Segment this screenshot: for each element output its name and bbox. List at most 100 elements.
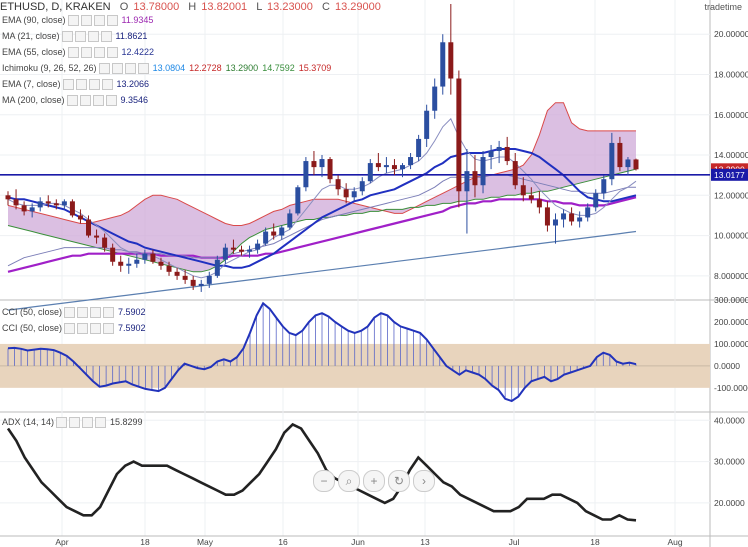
legend-value: 15.3709 [298,63,332,73]
candle-body [190,279,196,286]
candle-body [601,179,607,194]
gear-icon[interactable] [80,15,92,27]
candle-body [456,78,462,192]
add-icon[interactable] [87,31,99,43]
cci-line [7,301,637,403]
gear-icon[interactable] [111,63,123,75]
candle-body [335,179,341,190]
candle-body [319,159,325,168]
candle-body [5,195,11,200]
legend-value: 12.4222 [121,47,155,57]
legend-row[interactable]: MA (200, close) 9.3546 [2,94,148,107]
price-tick-label: 8.000000 [714,271,748,281]
legend-value: 9.3546 [120,95,149,105]
adx-legend-row[interactable]: ADX (14, 14) 15.8299 [2,416,143,429]
add-icon[interactable] [90,307,102,319]
gear-icon[interactable] [80,47,92,59]
legend-row[interactable]: MA (21, close) 11.8621 [2,30,147,43]
candle-body [166,265,172,272]
close-icon[interactable] [103,323,115,335]
eye-icon[interactable] [62,79,74,91]
candle-body [271,231,277,236]
candle-body [174,271,180,276]
legend-value: 13.0804 [152,63,186,73]
legend-row[interactable]: EMA (90, close) 11.9345 [2,14,153,27]
cci-legend-row[interactable]: CCI (50, close) 7.5902 [2,322,146,335]
close-icon[interactable] [105,95,117,107]
legend-value: 7.5902 [118,323,146,333]
gear-icon[interactable] [77,323,89,335]
candle-body [472,171,478,186]
close-icon[interactable] [137,63,149,75]
candle-body [134,259,140,264]
candle-body [536,199,542,208]
legend-row[interactable]: EMA (7, close) 13.2066 [2,78,149,91]
cci-legend-row[interactable]: CCI (50, close) 7.5902 [2,306,146,319]
price-axis: 20.000000 18.000000 16.000000 14.000000 12.0… [711,29,748,281]
legend-label: EMA (90, close) [2,15,66,25]
senkou-span-a [7,102,636,226]
adx-line [6,422,637,522]
adx-tick-label: 30.0000 [714,457,745,467]
eye-icon[interactable] [64,323,76,335]
price-tick-label: 12.000000 [714,190,748,200]
eye-icon[interactable] [64,307,76,319]
candle-body [375,163,381,168]
eye-icon[interactable] [98,63,110,75]
candle-body [77,215,83,220]
add-icon[interactable] [90,323,102,335]
candle-body [609,142,615,180]
candle-body [263,231,269,244]
time-tick-label: 16 [278,537,288,547]
legend-label: MA (200, close) [2,95,65,105]
add-icon[interactable] [88,79,100,91]
add-icon[interactable] [82,417,94,429]
eye-icon[interactable] [56,417,68,429]
candle-body [391,165,397,170]
gear-icon[interactable] [69,417,81,429]
candle-body [126,263,132,266]
candle-body [182,275,188,280]
close-icon[interactable] [101,79,113,91]
close-icon[interactable] [95,417,107,429]
legend-row[interactable]: Ichimoku (9, 26, 52, 26) 13.0804 12.2728 13… [2,62,331,75]
add-icon[interactable] [124,63,136,75]
gear-icon[interactable] [79,95,91,107]
gear-icon[interactable] [75,79,87,91]
legend-value: 13.2066 [116,79,150,89]
price-tick-label: 10.000000 [714,231,748,241]
legend-value: 14.7592 [262,63,295,73]
price-tick-label: 18.000000 [714,69,748,79]
eye-icon[interactable] [67,47,79,59]
cci-tick-label: -100.0000 [714,383,748,393]
candle-body [230,247,236,250]
add-icon[interactable] [93,15,105,27]
add-icon[interactable] [93,47,105,59]
cci-tick-label: 300.0000 [714,295,748,305]
legend-label: EMA (7, close) [2,79,61,89]
eye-icon[interactable] [61,31,73,43]
eye-icon[interactable] [66,95,78,107]
close-icon[interactable] [106,47,118,59]
cci-tick-label: 100.0000 [714,339,748,349]
legend-value: 13.2900 [225,63,259,73]
candle-body [61,201,67,206]
close-icon[interactable] [100,31,112,43]
candle-body [504,146,510,162]
legend-row[interactable]: EMA (55, close) 12.4222 [2,46,154,59]
time-tick-label: May [197,537,214,547]
close-icon[interactable] [103,307,115,319]
gear-icon[interactable] [74,31,86,43]
candle-body [633,159,639,170]
time-tick-label: Jun [351,537,365,547]
add-icon[interactable] [92,95,104,107]
price-line-badge: 13.0177 [714,170,745,180]
candle-body [255,243,261,250]
eye-icon[interactable] [67,15,79,27]
gear-icon[interactable] [77,307,89,319]
candle-body [69,201,75,216]
close-icon[interactable] [106,15,118,27]
time-tick-label: 18 [140,537,150,547]
candle-body [343,189,349,198]
